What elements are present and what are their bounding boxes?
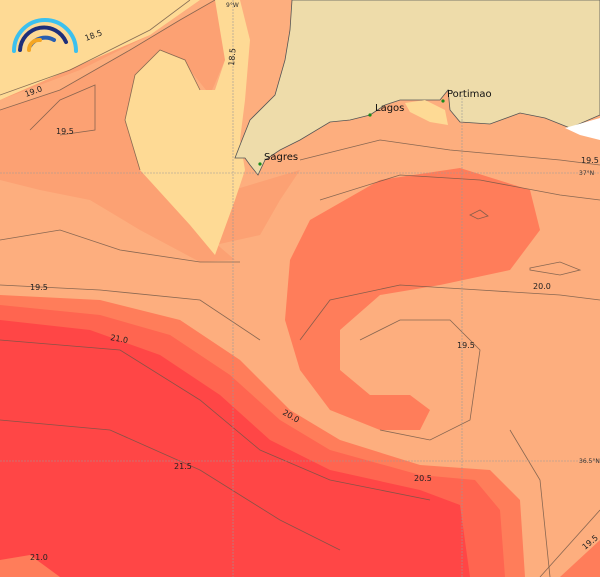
grid-label-lat2: 36.5°N: [579, 458, 600, 465]
grid-label-lat1: 37°N: [579, 170, 594, 177]
land-portugal: [234, 0, 600, 176]
contour-label: 20.5: [414, 474, 432, 483]
sea-band-19-19.5-b: [0, 0, 240, 262]
contour-label: 21.5: [174, 462, 192, 471]
sagres-marker: [258, 162, 262, 166]
sea-band-20-20.5-se: [560, 540, 600, 577]
sea-band-gt-21: [0, 320, 470, 577]
place-label-sagres: Sagres: [264, 152, 298, 163]
lagos-marker: [368, 113, 372, 117]
sea-band-20-20.5-eddy: [285, 168, 540, 430]
contour-label: 18.5: [227, 48, 238, 67]
contour-label: 19.5: [30, 283, 48, 292]
place-label-lagos: Lagos: [375, 103, 404, 114]
logo-arc-icon: [12, 18, 78, 53]
sea-band-lt-19-nw: [0, 0, 200, 100]
contour-label: 20.0: [533, 282, 551, 291]
sea-band-lt-19-cape: [125, 0, 250, 255]
place-label-portimao: Portimao: [447, 89, 492, 100]
no-data-area: [565, 118, 600, 140]
contour-label: 21.0: [30, 553, 48, 562]
grid-label-lon: 9°W: [226, 2, 239, 9]
portimao-marker: [441, 99, 445, 103]
sea-band-lt-19-lagos: [405, 100, 448, 125]
sea-band-20-20.5-sw: [0, 555, 60, 577]
contour-label: 21.0: [110, 333, 129, 345]
contour-label: 19.5: [56, 127, 74, 136]
contour-label: 19.5: [581, 156, 599, 165]
contour-label: 19.5: [457, 341, 475, 350]
